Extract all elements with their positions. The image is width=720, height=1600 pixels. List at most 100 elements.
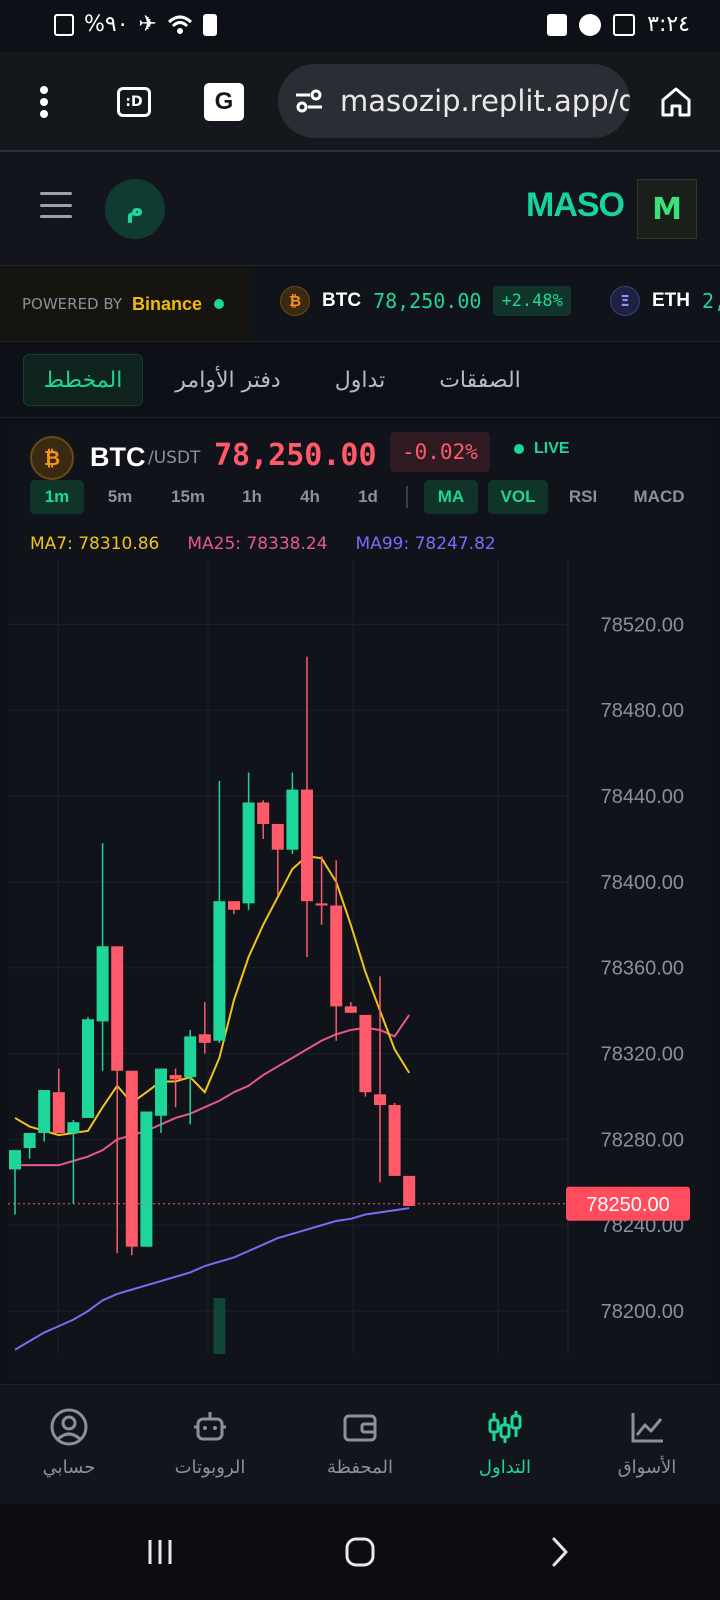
brand-logo: M (637, 179, 697, 239)
nav-account[interactable]: حسابي (4, 1397, 134, 1497)
nav-label: المحفظة (326, 1457, 394, 1478)
y-tick-label: 78320.00 (601, 1044, 684, 1066)
battery-percent: %٩٠ (84, 12, 129, 37)
pair-symbol: BTC (90, 442, 146, 472)
timeframe-15m[interactable]: 15m (170, 487, 206, 506)
y-tick-label: 78280.00 (601, 1129, 684, 1151)
current-price-label: 78250.00 (586, 1194, 669, 1216)
candle-body (301, 789, 313, 902)
brand-name: MASO (526, 186, 625, 224)
candlestick-chart[interactable]: 78520.00 78480.00 78440.00 78400.00 78360.00… (8, 560, 712, 1382)
pair-quote: /USDT (148, 448, 201, 468)
more-menu-icon[interactable] (20, 78, 68, 126)
candle-body (388, 1105, 401, 1176)
address-bar[interactable]: masozip.replit.app/d (278, 64, 630, 138)
ethereum-icon: Ξ (610, 286, 640, 316)
menu-icon[interactable] (40, 192, 72, 218)
chart-header: ₿ BTC /USDT 78,250.00 -0.02% LIVE 1m 5m … (8, 424, 712, 540)
ticker-item-eth[interactable]: Ξ ETH 2, (610, 286, 720, 316)
tab-order-book[interactable]: دفتر الأوامر (175, 367, 281, 393)
home-button-icon[interactable] (330, 1528, 390, 1576)
candle-body (257, 802, 270, 824)
candle-body (242, 802, 255, 904)
candle-body (125, 1070, 138, 1247)
check-box-icon (547, 13, 568, 36)
timeframe-1m[interactable]: 1m (30, 480, 84, 514)
indicator-ma[interactable]: MA (424, 480, 478, 514)
nav-markets[interactable]: الأسواق (582, 1397, 712, 1497)
user-circle-icon (47, 1405, 91, 1449)
status-right: ٣:٢٤ (547, 12, 690, 37)
battery-saver-icon (202, 13, 217, 36)
candle-body (52, 1092, 65, 1133)
avatar[interactable]: م (105, 179, 165, 239)
bitcoin-icon: ₿ (280, 286, 310, 316)
live-label: LIVE (534, 440, 570, 457)
tab-trades[interactable]: الصفقات (439, 367, 521, 393)
tab-chart[interactable]: المخطط (23, 354, 143, 406)
ticker-change: +2.48% (493, 286, 571, 316)
y-tick-label: 78520.00 (601, 614, 684, 636)
indicator-macd[interactable]: MACD (633, 487, 685, 506)
nav-bots[interactable]: الروبوتات (145, 1397, 275, 1497)
current-price-tag (566, 1186, 690, 1221)
image-icon (613, 13, 636, 36)
y-tick-label: 78480.00 (601, 700, 684, 722)
exchange-name: Binance (132, 293, 203, 314)
status-bar: %٩٠ ✈ ٣:٢٤ (0, 0, 720, 52)
home-icon[interactable] (652, 78, 700, 126)
powered-by: POWERED BY Binance (0, 266, 250, 341)
ticker-item-btc[interactable]: ₿ BTC 78,250.00 +2.48% (280, 286, 571, 316)
volume-bar (213, 1298, 226, 1354)
candle-body (213, 901, 226, 1041)
battery-icon (54, 13, 74, 36)
indicator-vol[interactable]: VOL (488, 480, 548, 514)
candle-body (228, 901, 240, 910)
candle-body (23, 1132, 36, 1148)
candle-body (271, 823, 284, 850)
ticker-price: 2, (702, 289, 720, 313)
wallet-icon (338, 1405, 382, 1449)
translate-icon[interactable]: G (200, 78, 248, 126)
candle-body (140, 1111, 153, 1247)
airplane-icon: ✈ (138, 12, 157, 37)
candle-body (111, 946, 124, 1071)
wifi-icon (167, 15, 192, 34)
live-dot (514, 444, 524, 454)
url-text: masozip.replit.app/d (340, 84, 630, 118)
ticker-symbol: BTC (322, 290, 362, 311)
candle-body (169, 1075, 182, 1080)
candle-body (155, 1068, 167, 1116)
timeframe-5m[interactable]: 5m (107, 487, 133, 506)
price-ticker: POWERED BY Binance ₿ BTC 78,250.00 +2.48… (0, 266, 720, 342)
logo-letter: M (652, 191, 682, 227)
chart-line-icon (625, 1405, 669, 1449)
candle-body (184, 1036, 197, 1078)
nav-label: حسابي (42, 1457, 96, 1478)
y-tick-label: 78360.00 (601, 958, 684, 980)
candles-icon (483, 1405, 527, 1449)
nav-wallet[interactable]: المحفظة (295, 1397, 425, 1497)
y-tick-label: 78200.00 (601, 1301, 684, 1323)
indicator-rsi[interactable]: RSI (568, 487, 598, 506)
candle-body (82, 1019, 94, 1118)
timeframe-1h[interactable]: 1h (242, 487, 262, 506)
recent-apps-icon[interactable] (130, 1528, 190, 1576)
site-settings-icon[interactable] (294, 89, 324, 113)
status-left: %٩٠ ✈ (54, 12, 217, 37)
ma7-line (14, 855, 411, 1137)
candle-body (344, 1006, 357, 1013)
timeframe-1d[interactable]: 1d (358, 487, 378, 506)
tab-trade[interactable]: تداول (334, 367, 386, 393)
timeframe-4h[interactable]: 4h (300, 487, 320, 506)
extension-icon[interactable]: :D (110, 78, 158, 126)
nav-label: الروبوتات (174, 1457, 246, 1478)
live-indicator: LIVE (514, 440, 570, 458)
robot-icon (188, 1405, 232, 1449)
price-change-badge: -0.02% (390, 432, 490, 472)
candle-body (330, 905, 343, 1007)
back-icon[interactable] (530, 1528, 590, 1576)
bitcoin-icon: ₿ (30, 436, 74, 480)
candle-body (359, 1014, 372, 1093)
nav-trading[interactable]: التداول (440, 1397, 570, 1497)
